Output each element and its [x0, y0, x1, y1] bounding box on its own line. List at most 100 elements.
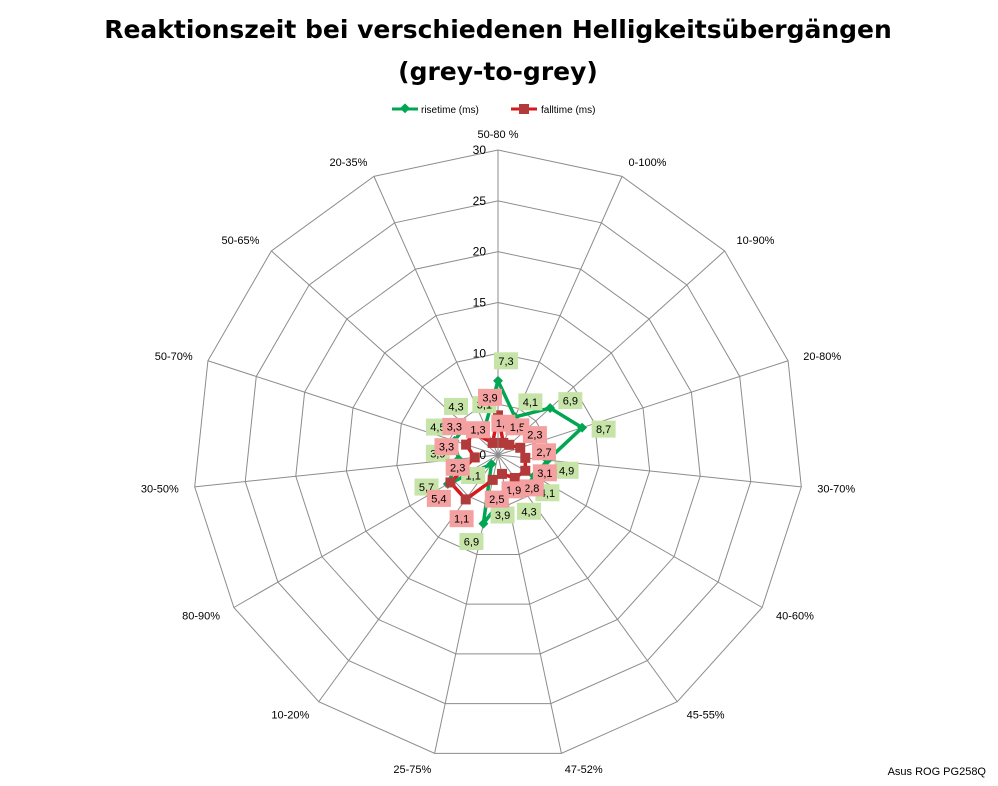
tick-label: 25 — [473, 194, 487, 208]
data-label-bg — [490, 506, 515, 524]
falltime-point — [469, 452, 480, 463]
data-label: 1,3 — [470, 425, 485, 437]
risetime-point — [478, 518, 489, 529]
data-label-bg — [444, 397, 469, 415]
category-label: 0-100% — [629, 157, 667, 169]
category-label: 25-75% — [393, 764, 431, 776]
data-label-bg — [459, 533, 484, 551]
falltime-point — [515, 442, 526, 453]
data-label-bg — [591, 420, 616, 438]
data-label: 1,5 — [510, 422, 525, 434]
falltime-point — [509, 473, 520, 484]
category-label: 20-80% — [803, 351, 841, 363]
data-label: 2,3 — [450, 462, 465, 474]
data-label: 3,3 — [447, 421, 462, 433]
data-label: 3,1 — [537, 468, 552, 480]
chart-title-line1: Reaktionszeit bei verschiedenen Helligke… — [104, 15, 892, 44]
risetime-point — [486, 459, 497, 469]
data-label-bg — [465, 421, 490, 439]
category-label: 20-35% — [330, 157, 368, 169]
grid-spoke — [318, 454, 499, 703]
category-label: 30-50% — [141, 484, 179, 496]
grid-ring — [396, 352, 600, 555]
data-label: 5,4 — [431, 493, 446, 505]
category-label: 40-60% — [776, 611, 814, 623]
risetime-point — [545, 403, 556, 414]
grid-ring — [345, 301, 651, 605]
tick-label: 20 — [473, 245, 487, 259]
grid-spoke — [373, 176, 499, 456]
tick-label: 10 — [473, 346, 487, 360]
data-label: 1,1 — [454, 514, 469, 526]
legend-risetime-marker — [400, 103, 410, 114]
category-label: 50-80 % — [478, 129, 519, 141]
category-label: 47-52% — [565, 764, 603, 776]
category-label: 10-90% — [737, 235, 775, 247]
legend: risetime (ms) falltime (ms) — [392, 103, 595, 116]
credit-text: Asus ROG PG258Q — [888, 766, 987, 778]
data-label: 4,3 — [521, 506, 536, 518]
data-label-bg — [484, 490, 509, 508]
data-label-bg — [554, 461, 579, 479]
data-label: 4,5 — [430, 422, 445, 434]
data-label-bg — [449, 510, 474, 528]
data-label-bg — [522, 426, 547, 444]
falltime-point — [520, 465, 531, 476]
tick-label: 30 — [473, 143, 487, 157]
data-label: 2,7 — [536, 447, 551, 459]
data-label-bg — [516, 502, 541, 520]
falltime-point — [460, 494, 471, 505]
legend-falltime-marker — [519, 104, 529, 114]
grid-ring — [295, 251, 701, 655]
risetime-point — [577, 422, 588, 433]
data-label: 2,8 — [524, 483, 539, 495]
data-label-bg — [519, 479, 544, 497]
data-label-bg — [434, 438, 459, 456]
data-label: 3,3 — [439, 442, 454, 454]
data-label: 2,3 — [527, 430, 542, 442]
data-label-bg — [445, 458, 470, 476]
legend-falltime-label: falltime (ms) — [541, 105, 595, 116]
data-label: 3,9 — [495, 510, 510, 522]
data-label: 3,9 — [482, 392, 497, 404]
data-label: 2,5 — [489, 494, 504, 506]
data-label: 8,7 — [596, 424, 611, 436]
grid-ring — [194, 149, 802, 754]
falltime-point — [487, 437, 498, 448]
data-labels: 7,34,16,98,74,94,14,33,96,91,15,73,94,54… — [414, 352, 616, 551]
grid-ring — [244, 200, 752, 705]
falltime-point — [445, 477, 456, 488]
category-label: 30-70% — [817, 484, 855, 496]
data-label-bg — [558, 392, 583, 410]
category-label: 10-20% — [271, 710, 309, 722]
data-label-bg — [518, 393, 543, 411]
data-label: 4,1 — [523, 397, 538, 409]
falltime-point — [497, 468, 508, 479]
radar-grid — [194, 149, 802, 754]
category-label: 80-90% — [182, 611, 220, 623]
falltime-point — [487, 474, 498, 485]
category-label: 50-65% — [222, 235, 260, 247]
category-labels: 50-80 % 0-100% 10-90% 20-80% 30-70% 40-60% 45-… — [141, 129, 856, 776]
data-label: 6,9 — [563, 396, 578, 408]
risetime-point — [493, 375, 503, 386]
data-label: 7,3 — [498, 356, 513, 368]
category-label: 45-55% — [687, 710, 725, 722]
falltime-point — [520, 452, 531, 463]
data-label: 1,9 — [506, 485, 521, 497]
legend-risetime-label: risetime (ms) — [421, 105, 479, 116]
data-label-bg — [442, 417, 467, 435]
category-label: 50-70% — [155, 351, 193, 363]
falltime-point — [504, 439, 515, 450]
grid-spoke — [497, 250, 725, 456]
data-label-bg — [532, 464, 557, 482]
falltime-point — [461, 439, 472, 450]
data-label: 4,3 — [448, 401, 463, 413]
data-label: 4,9 — [559, 465, 574, 477]
data-label-bg — [478, 388, 502, 406]
chart-title-line2: (grey-to-grey) — [398, 57, 598, 86]
data-label-bg — [532, 443, 557, 461]
data-label: 6,9 — [464, 537, 479, 549]
tick-label: 15 — [473, 296, 487, 310]
